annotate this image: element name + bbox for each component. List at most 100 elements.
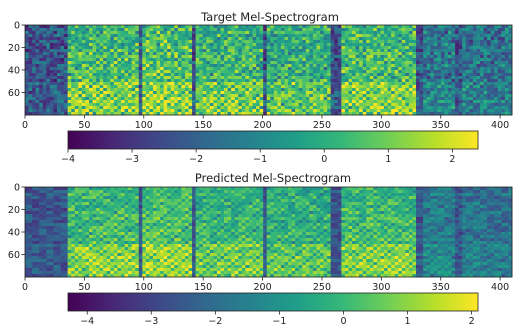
heatmap-cell bbox=[60, 97, 65, 101]
heatmap-cell bbox=[469, 85, 474, 89]
heatmap-cell bbox=[106, 265, 111, 269]
heatmap-cell bbox=[220, 85, 225, 89]
heatmap-cell bbox=[46, 220, 51, 224]
heatmap-cell bbox=[117, 256, 122, 260]
heatmap-cell bbox=[128, 31, 133, 35]
heatmap-cell bbox=[195, 97, 200, 101]
heatmap-cell bbox=[67, 40, 72, 44]
heatmap-cell bbox=[341, 100, 346, 104]
heatmap-cell bbox=[195, 67, 200, 71]
heatmap-cell bbox=[320, 34, 324, 38]
heatmap-cell bbox=[135, 37, 140, 41]
heatmap-cell bbox=[167, 73, 172, 77]
heatmap-cell bbox=[419, 94, 424, 98]
heatmap-cell bbox=[92, 202, 97, 206]
heatmap-cell bbox=[352, 82, 356, 86]
heatmap-cell bbox=[81, 103, 86, 107]
heatmap-cell bbox=[380, 91, 385, 95]
heatmap-cell bbox=[298, 94, 303, 98]
heatmap-cell bbox=[149, 55, 154, 59]
heatmap-cell bbox=[273, 112, 278, 116]
heatmap-cell bbox=[120, 202, 125, 206]
heatmap-cell bbox=[277, 109, 282, 113]
heatmap-cell bbox=[81, 73, 86, 77]
heatmap-cell bbox=[25, 76, 29, 80]
heatmap-cell bbox=[366, 46, 371, 50]
heatmap-cell bbox=[433, 85, 438, 89]
heatmap-cell bbox=[46, 67, 51, 71]
heatmap-cell bbox=[234, 112, 239, 116]
heatmap-cell bbox=[455, 37, 460, 41]
heatmap-cell bbox=[56, 271, 61, 275]
heatmap-cell bbox=[28, 28, 33, 32]
heatmap-cell bbox=[220, 61, 225, 65]
heatmap-cell bbox=[188, 91, 193, 95]
heatmap-cell bbox=[60, 196, 65, 200]
heatmap-cell bbox=[206, 55, 211, 59]
heatmap-cell bbox=[74, 43, 79, 47]
heatmap-cell bbox=[497, 112, 502, 116]
heatmap-cell bbox=[384, 55, 388, 59]
heatmap-cell bbox=[266, 70, 271, 74]
heatmap-cell bbox=[85, 28, 90, 32]
heatmap-cell bbox=[103, 67, 108, 71]
heatmap-cell bbox=[67, 196, 72, 200]
heatmap-cell bbox=[85, 61, 90, 65]
heatmap-cell bbox=[184, 109, 189, 113]
heatmap-cell bbox=[231, 31, 236, 35]
heatmap-cell bbox=[472, 112, 477, 116]
heatmap-cell bbox=[113, 88, 118, 92]
heatmap-cell bbox=[472, 40, 477, 44]
heatmap-cell bbox=[53, 217, 58, 221]
heatmap-cell bbox=[305, 64, 310, 68]
heatmap-cell bbox=[167, 70, 172, 74]
heatmap-cell bbox=[430, 31, 435, 35]
heatmap-cell bbox=[192, 43, 197, 47]
heatmap-cell bbox=[206, 91, 211, 95]
heatmap-cell bbox=[60, 205, 65, 209]
heatmap-cell bbox=[234, 79, 239, 83]
heatmap-cell bbox=[291, 55, 296, 59]
heatmap-cell bbox=[387, 61, 392, 65]
heatmap-cell bbox=[39, 208, 44, 212]
heatmap-cell bbox=[348, 37, 353, 41]
heatmap-cell bbox=[391, 103, 396, 107]
heatmap-cell bbox=[305, 55, 310, 59]
heatmap-cell bbox=[110, 58, 115, 62]
heatmap-cell bbox=[224, 37, 229, 41]
heatmap-cell bbox=[163, 67, 168, 71]
heatmap-cell bbox=[280, 73, 285, 77]
heatmap-cell bbox=[188, 34, 193, 38]
heatmap-cell bbox=[238, 88, 243, 92]
heatmap-cell bbox=[25, 196, 29, 200]
heatmap-cell bbox=[56, 31, 61, 35]
heatmap-cell bbox=[497, 61, 502, 65]
heatmap-cell bbox=[74, 193, 79, 197]
heatmap-cell bbox=[369, 67, 374, 71]
heatmap-cell bbox=[199, 55, 204, 59]
heatmap-cell bbox=[369, 46, 374, 50]
heatmap-cell bbox=[462, 112, 467, 116]
heatmap-cell bbox=[451, 91, 456, 95]
heatmap-cell bbox=[99, 232, 104, 236]
heatmap-cell bbox=[224, 91, 229, 95]
heatmap-cell bbox=[99, 193, 104, 197]
heatmap-cell bbox=[437, 34, 442, 38]
heatmap-cell bbox=[298, 28, 303, 32]
heatmap-cell bbox=[472, 43, 477, 47]
heatmap-cell bbox=[476, 61, 481, 65]
heatmap-cell bbox=[42, 211, 47, 215]
heatmap-cell bbox=[412, 82, 417, 86]
heatmap-cell bbox=[74, 256, 79, 260]
heatmap-cell bbox=[56, 265, 61, 269]
heatmap-cell bbox=[170, 67, 175, 71]
heatmap-cell bbox=[35, 76, 40, 80]
heatmap-cell bbox=[352, 52, 356, 56]
heatmap-cell bbox=[25, 85, 29, 89]
heatmap-cell bbox=[160, 73, 165, 77]
heatmap-cell bbox=[53, 274, 58, 278]
heatmap-cell bbox=[216, 37, 221, 41]
heatmap-cell bbox=[25, 244, 29, 248]
heatmap-cell bbox=[487, 52, 492, 56]
heatmap-cell bbox=[35, 55, 40, 59]
